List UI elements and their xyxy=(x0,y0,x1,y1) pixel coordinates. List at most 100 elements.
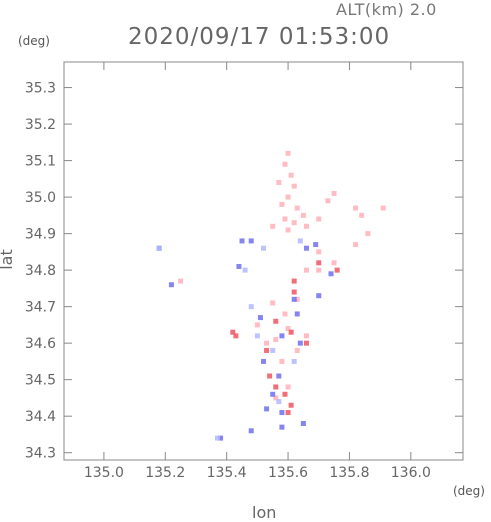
data-point xyxy=(285,227,291,233)
data-point xyxy=(359,212,365,218)
y-tick-label: 34.3 xyxy=(25,446,56,462)
y-tick-label: 35.0 xyxy=(25,190,56,206)
data-point xyxy=(291,358,297,364)
data-point xyxy=(279,333,285,339)
data-point xyxy=(282,216,288,222)
y-tick-label: 35.1 xyxy=(25,154,56,170)
data-point xyxy=(291,220,297,226)
data-point xyxy=(297,340,303,346)
data-point xyxy=(331,260,337,266)
data-point xyxy=(331,190,337,196)
data-point xyxy=(156,245,162,251)
data-point xyxy=(248,238,254,244)
data-marks xyxy=(156,150,386,441)
data-point xyxy=(303,340,309,346)
data-point xyxy=(276,373,282,379)
data-point xyxy=(273,337,279,343)
data-point xyxy=(303,333,309,339)
data-point xyxy=(297,238,303,244)
data-point xyxy=(313,242,319,248)
data-point xyxy=(282,311,288,317)
data-point xyxy=(288,329,294,335)
y-tick-label: 34.8 xyxy=(25,263,56,279)
data-point xyxy=(233,333,239,339)
data-point xyxy=(294,347,300,353)
data-point xyxy=(279,358,285,364)
data-point xyxy=(353,205,359,211)
data-point xyxy=(239,238,245,244)
data-point xyxy=(242,267,248,273)
data-point xyxy=(285,410,291,416)
data-point xyxy=(288,402,294,408)
x-tick-label: 135.8 xyxy=(329,465,369,481)
x-unit-label: (deg) xyxy=(453,484,485,498)
data-point xyxy=(257,315,263,321)
data-point xyxy=(264,340,270,346)
data-point xyxy=(273,384,279,390)
data-point xyxy=(300,212,306,218)
data-point xyxy=(270,347,276,353)
data-point xyxy=(285,194,291,200)
data-point xyxy=(248,304,254,310)
data-point xyxy=(303,223,309,229)
data-point xyxy=(303,245,309,251)
data-point xyxy=(276,179,282,185)
data-point xyxy=(273,318,279,324)
x-ticks: 135.0 135.2 135.4 135.6 135.8 136.0 xyxy=(84,62,431,481)
y-tick-label: 34.6 xyxy=(25,336,56,352)
data-point xyxy=(303,267,309,273)
x-tick-label: 136.0 xyxy=(391,465,431,481)
data-point xyxy=(264,406,270,412)
data-point xyxy=(325,198,331,204)
y-tick-label: 35.2 xyxy=(25,117,56,133)
data-point xyxy=(291,278,297,284)
data-point xyxy=(288,172,294,178)
data-point xyxy=(279,201,285,207)
data-point xyxy=(218,435,224,441)
y-tick-label: 34.7 xyxy=(25,300,56,316)
x-axis-label: lon xyxy=(252,503,277,522)
data-point xyxy=(279,424,285,430)
chart-title: 2020/09/17 01:53:00 xyxy=(128,24,391,50)
y-unit-label: (deg) xyxy=(18,34,50,48)
data-point xyxy=(365,231,371,237)
data-point xyxy=(316,293,322,299)
data-point xyxy=(178,278,184,284)
data-point xyxy=(168,282,174,288)
y-tick-label: 34.5 xyxy=(25,373,56,389)
y-ticks: 34.3 34.4 34.5 34.6 34.7 34.8 34.9 35.0 35.1 35.2… xyxy=(25,81,463,462)
altitude-label: ALT(km) 2.0 xyxy=(336,0,437,19)
data-point xyxy=(285,326,291,332)
plot-frame xyxy=(63,61,464,461)
data-point xyxy=(270,223,276,229)
y-tick-label: 35.3 xyxy=(25,81,56,97)
data-point xyxy=(254,333,260,339)
data-point xyxy=(316,267,322,273)
data-point xyxy=(285,150,291,156)
x-tick-label: 135.2 xyxy=(145,465,185,481)
data-point xyxy=(380,205,386,211)
data-point xyxy=(294,205,300,211)
data-point xyxy=(254,322,260,328)
data-point xyxy=(230,329,236,335)
data-point xyxy=(353,242,359,248)
data-point xyxy=(264,347,270,353)
data-point xyxy=(270,391,276,397)
x-tick-label: 135.6 xyxy=(268,465,308,481)
data-point xyxy=(291,296,297,302)
data-point xyxy=(279,410,285,416)
data-point xyxy=(328,271,334,277)
data-point xyxy=(316,249,322,255)
data-point xyxy=(291,183,297,189)
data-point xyxy=(214,435,220,441)
y-tick-label: 34.9 xyxy=(25,227,56,243)
data-point xyxy=(273,395,279,401)
data-point xyxy=(316,216,322,222)
data-point xyxy=(236,263,242,269)
data-point xyxy=(334,267,340,273)
x-tick-label: 135.0 xyxy=(84,465,124,481)
data-point xyxy=(316,260,322,266)
data-point xyxy=(248,428,254,434)
data-point xyxy=(270,300,276,306)
